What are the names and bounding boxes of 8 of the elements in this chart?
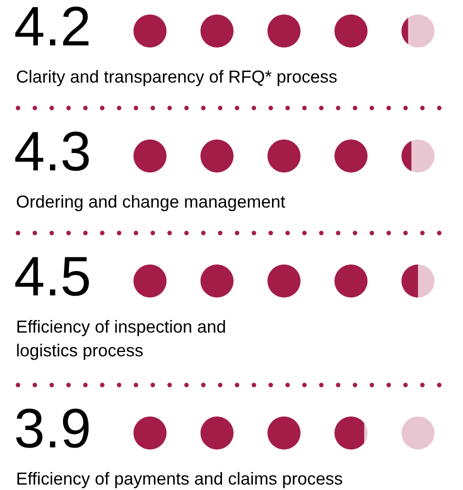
data-label: 4.2 [15, 6, 88, 46]
data-label: 3.9 [16, 408, 89, 448]
data-label: 4.3 [15, 132, 89, 171]
category-label: Efficiency of inspection and logistics process [17, 320, 225, 360]
category-label: Clarity and transparency of RFQ* process [16, 70, 337, 86]
category-label: Efficiency of payments and claims process [17, 472, 342, 488]
data-label: 4.5 [15, 257, 89, 296]
category-label: Ordering and change management [16, 195, 286, 212]
